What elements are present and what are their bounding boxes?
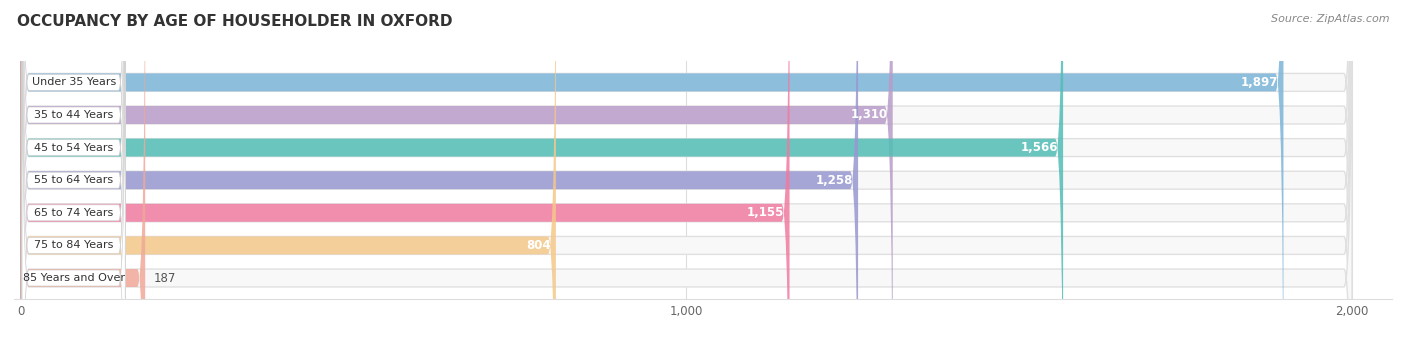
Text: 187: 187 — [153, 272, 176, 285]
FancyBboxPatch shape — [22, 0, 125, 340]
FancyBboxPatch shape — [21, 0, 1353, 340]
Text: 35 to 44 Years: 35 to 44 Years — [34, 110, 114, 120]
FancyBboxPatch shape — [21, 0, 858, 340]
FancyBboxPatch shape — [22, 0, 125, 340]
Text: 65 to 74 Years: 65 to 74 Years — [34, 208, 114, 218]
FancyBboxPatch shape — [22, 0, 125, 340]
Text: 75 to 84 Years: 75 to 84 Years — [34, 240, 114, 250]
Text: 1,310: 1,310 — [851, 108, 887, 121]
FancyBboxPatch shape — [21, 0, 1353, 340]
FancyBboxPatch shape — [21, 0, 1063, 340]
Text: 1,897: 1,897 — [1240, 76, 1278, 89]
FancyBboxPatch shape — [22, 0, 125, 340]
FancyBboxPatch shape — [21, 0, 790, 340]
Text: Source: ZipAtlas.com: Source: ZipAtlas.com — [1271, 14, 1389, 23]
Text: OCCUPANCY BY AGE OF HOUSEHOLDER IN OXFORD: OCCUPANCY BY AGE OF HOUSEHOLDER IN OXFOR… — [17, 14, 453, 29]
FancyBboxPatch shape — [21, 0, 1353, 340]
FancyBboxPatch shape — [21, 0, 145, 340]
FancyBboxPatch shape — [21, 0, 555, 340]
FancyBboxPatch shape — [21, 0, 1353, 340]
FancyBboxPatch shape — [21, 0, 1284, 340]
Text: 85 Years and Over: 85 Years and Over — [22, 273, 125, 283]
Text: 1,566: 1,566 — [1021, 141, 1057, 154]
FancyBboxPatch shape — [22, 0, 125, 340]
FancyBboxPatch shape — [21, 0, 1353, 340]
Text: 804: 804 — [526, 239, 551, 252]
Text: 1,258: 1,258 — [815, 174, 853, 187]
FancyBboxPatch shape — [21, 0, 1353, 340]
FancyBboxPatch shape — [22, 0, 125, 340]
FancyBboxPatch shape — [21, 0, 893, 340]
FancyBboxPatch shape — [22, 0, 125, 340]
FancyBboxPatch shape — [21, 0, 1353, 340]
Text: 1,155: 1,155 — [747, 206, 785, 219]
Text: 55 to 64 Years: 55 to 64 Years — [34, 175, 114, 185]
Text: 45 to 54 Years: 45 to 54 Years — [34, 142, 114, 153]
Text: Under 35 Years: Under 35 Years — [31, 78, 115, 87]
